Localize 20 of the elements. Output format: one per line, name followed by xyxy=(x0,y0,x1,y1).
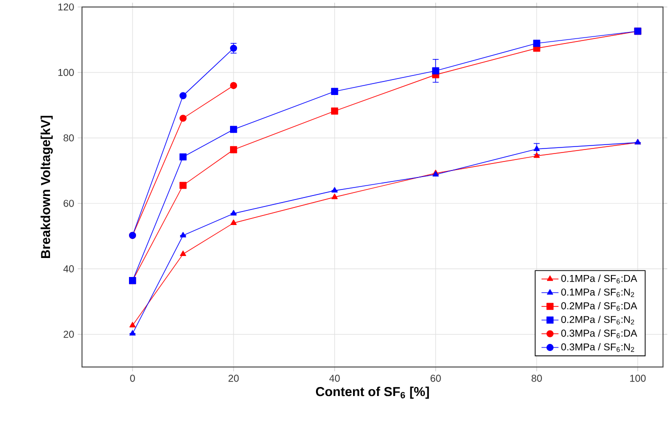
x-tick-label: 80 xyxy=(532,374,542,382)
y-tick-label: 100 xyxy=(58,68,74,76)
y-tick-label: 60 xyxy=(64,200,74,207)
y-tick-label: 80 xyxy=(64,134,74,142)
x-tick-label: 40 xyxy=(329,374,340,382)
legend-label: 0.3MPa / SF$_{6}$:DA xyxy=(561,329,638,338)
y-axis-title: Breakdown Voltage[kV] xyxy=(40,116,53,258)
legend-label: 0.1MPa / SF$_{6}$:N$_{2}$ xyxy=(561,288,634,298)
x-tick-label: 0 xyxy=(130,374,135,382)
y-tick-label: 20 xyxy=(64,330,74,338)
x-tick-label: 100 xyxy=(630,374,646,382)
y-tick-label: 40 xyxy=(63,265,74,272)
legend-label: 0.3MPa / SF$_{6}$:N$_{2}$ xyxy=(561,343,634,352)
x-tick-label: 60 xyxy=(430,374,441,382)
legend-label: 0.2MPa / SF$_{6}$:N$_{2}$ xyxy=(561,316,634,324)
x-tick-label: 20 xyxy=(228,374,239,382)
legend-label: 0.1MPa / SF$_{6}$:DA xyxy=(561,274,638,284)
legend-label: 0.2MPa / SF$_{6}$:DA xyxy=(561,302,638,311)
y-tick-label: 120 xyxy=(58,3,74,11)
x-axis-title: Content of SF$_{6}$ [%] xyxy=(316,386,429,399)
